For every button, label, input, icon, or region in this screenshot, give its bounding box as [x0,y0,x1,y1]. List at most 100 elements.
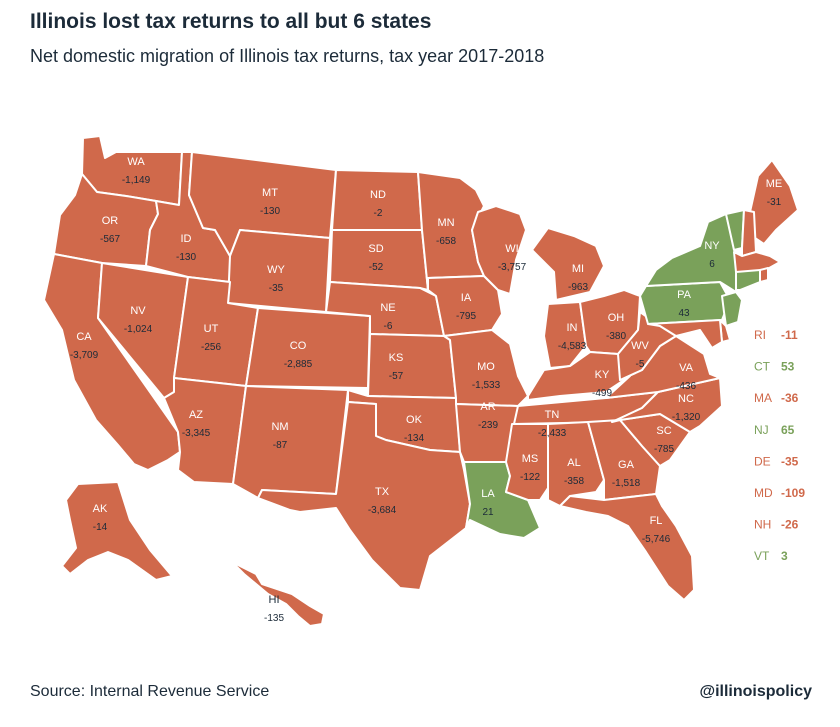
state-co [245,307,371,389]
state-wi [471,205,527,295]
state-value-ms: -122 [520,472,540,483]
legend-abbr-vt: VT [754,549,770,563]
state-abbr-sc: SC [656,425,671,437]
state-ma [733,251,781,273]
legend-abbr-ma: MA [754,391,772,405]
state-value-co: -2,885 [284,359,313,370]
state-value-tx: -3,684 [368,505,397,516]
state-abbr-wv: WV [631,340,649,352]
map-title: Illinois lost tax returns to all but 6 s… [30,10,432,33]
state-abbr-ia: IA [461,292,472,304]
state-abbr-in: IN [567,322,578,334]
state-value-tn: -2,433 [538,428,567,439]
state-abbr-ne: NE [380,302,395,314]
state-value-id: -130 [176,252,196,263]
state-abbr-ak: AK [93,503,108,515]
state-value-mi: -963 [568,282,588,293]
state-abbr-ms: MS [522,453,539,465]
state-abbr-ar: AR [480,401,495,413]
state-value-wy: -35 [269,283,284,294]
state-abbr-nv: NV [130,305,146,317]
state-labels: WA -1,149 OR -567 CA -3,709 NV -1,024 ID -130 MT -1… [70,156,782,624]
state-md [647,319,723,349]
state-abbr-mo: MO [477,361,495,373]
state-abbr-or: OR [102,215,119,227]
state-abbr-ky: KY [595,369,610,381]
state-value-hi: -135 [264,613,284,624]
legend-value-ct: 53 [781,360,795,374]
state-value-ne: -6 [384,321,393,332]
state-hi [231,561,325,627]
state-abbr-la: LA [481,488,495,500]
legend-value-ri: -11 [781,328,798,342]
state-abbr-id: ID [181,233,192,245]
state-wy [227,229,331,313]
state-fl [559,493,695,601]
state-shapes [43,135,799,627]
state-abbr-ga: GA [618,459,635,471]
state-abbr-ut: UT [204,323,219,335]
state-abbr-hi: HI [269,594,280,606]
state-abbr-ks: KS [389,352,404,364]
state-value-ga: -1,518 [612,478,641,489]
state-nc [611,377,723,433]
state-abbr-tx: TX [375,486,390,498]
map-subtitle: Net domestic migration of Illinois tax r… [30,46,545,66]
state-abbr-nd: ND [370,189,386,201]
state-mi [531,227,605,301]
state-abbr-nm: NM [271,421,288,433]
legend-abbr-ri: RI [754,328,766,342]
state-abbr-wi: WI [505,243,518,255]
state-value-nd: -2 [374,208,383,219]
state-ca [43,253,181,471]
state-ri [759,267,769,283]
legend-value-de: -35 [781,454,799,468]
state-abbr-tn: TN [545,409,560,421]
state-value-sd: -52 [369,262,384,273]
legend-value-vt: 3 [781,549,788,563]
state-nj [721,291,743,327]
state-abbr-wa: WA [127,156,145,168]
state-abbr-ca: CA [76,331,92,343]
social-handle: @illinoispolicy [699,683,812,700]
state-value-ar: -239 [478,420,498,431]
state-value-nm: -87 [273,440,288,451]
state-value-oh: -380 [606,331,626,342]
legend-abbr-de: DE [754,454,771,468]
state-value-pa: 43 [678,308,690,319]
state-value-or: -567 [100,234,120,245]
state-ak [61,481,173,581]
legend-abbr-md: MD [754,486,773,500]
legend-abbr-nj: NJ [754,423,769,437]
state-abbr-nc: NC [678,393,694,405]
state-abbr-al: AL [567,457,580,469]
state-abbr-ok: OK [406,414,423,426]
state-value-me: -31 [767,197,782,208]
state-value-wa: -1,149 [122,175,151,186]
state-value-mt: -130 [260,206,280,217]
state-abbr-fl: FL [650,515,663,527]
legend-value-md: -109 [781,486,805,500]
state-abbr-va: VA [679,362,694,374]
state-abbr-me: ME [766,178,783,190]
state-value-az: -3,345 [182,428,211,439]
state-abbr-mn: MN [437,217,454,229]
state-value-ia: -795 [456,311,476,322]
state-value-in: -4,583 [558,341,587,352]
state-value-nv: -1,024 [124,324,153,335]
state-value-la: 21 [482,507,494,518]
state-abbr-sd: SD [368,243,383,255]
legend-value-nj: 65 [781,423,795,437]
state-abbr-ny: NY [704,240,720,252]
state-abbr-mt: MT [262,187,278,199]
state-tx [257,401,471,591]
state-value-ny: 6 [709,259,715,270]
state-value-ky: -499 [592,388,612,399]
state-sd [329,229,429,291]
state-value-mn: -658 [436,236,456,247]
state-ks [367,333,457,399]
state-value-al: -358 [564,476,584,487]
state-abbr-wy: WY [267,264,285,276]
state-value-sc: -785 [654,444,674,455]
state-value-wv: -5 [636,359,645,370]
